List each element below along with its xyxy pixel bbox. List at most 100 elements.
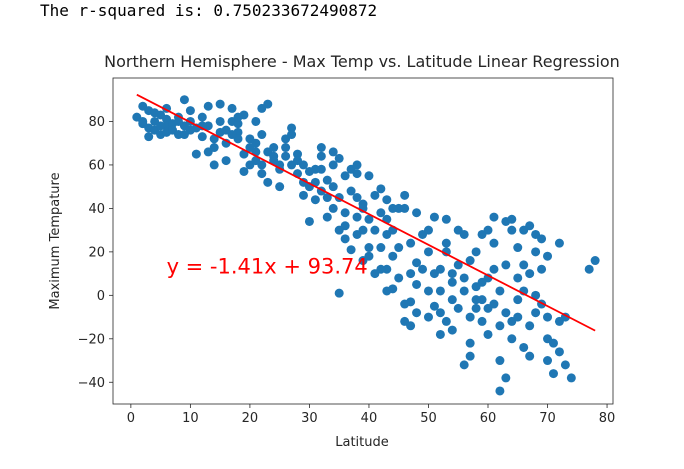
data-point	[144, 132, 154, 142]
x-tick-label: 50	[420, 411, 437, 426]
data-point	[537, 264, 547, 274]
data-point	[364, 243, 374, 253]
data-point	[525, 321, 535, 331]
data-point	[298, 190, 308, 200]
data-point	[215, 99, 225, 109]
plot-frame	[112, 77, 614, 405]
data-point	[316, 151, 326, 161]
data-point	[441, 247, 451, 257]
y-tick-label: 40	[88, 202, 105, 217]
data-point	[429, 301, 439, 311]
data-point	[251, 116, 261, 126]
data-point	[483, 303, 493, 313]
data-point	[495, 356, 505, 366]
data-point	[566, 373, 576, 383]
data-point	[346, 245, 356, 255]
data-point	[179, 95, 189, 105]
data-point	[203, 147, 213, 157]
data-point	[501, 260, 511, 270]
data-point	[406, 269, 416, 279]
data-point	[281, 143, 291, 153]
data-point	[221, 156, 231, 166]
data-point	[400, 299, 410, 309]
data-point	[465, 256, 475, 266]
data-point	[322, 193, 332, 203]
x-tick-label: 30	[301, 411, 318, 426]
data-point	[334, 225, 344, 235]
regression-line-group	[136, 93, 596, 332]
x-axis-label: Latitude	[335, 435, 389, 450]
data-point	[197, 112, 207, 122]
data-point	[507, 334, 517, 344]
data-point	[423, 225, 433, 235]
data-point	[275, 182, 285, 192]
data-point	[590, 256, 600, 266]
data-point	[239, 166, 249, 176]
data-point	[388, 203, 398, 213]
data-point	[328, 147, 338, 157]
data-point	[435, 286, 445, 296]
regression-line	[136, 93, 596, 332]
data-point	[554, 347, 564, 357]
y-axis-label: Maximum Tempature	[48, 172, 63, 309]
data-point	[507, 214, 517, 224]
data-point	[388, 284, 398, 294]
x-tick-label: 60	[480, 411, 497, 426]
data-point	[352, 169, 362, 179]
y-tick-label: 0	[97, 289, 105, 304]
data-point	[328, 203, 338, 213]
data-point	[489, 238, 499, 248]
data-point	[429, 212, 439, 222]
data-point	[447, 295, 457, 305]
data-point	[453, 260, 463, 270]
y-axis-ticks: −40 −20 0 20 40 60 80	[78, 115, 113, 391]
data-point	[483, 225, 493, 235]
data-point	[310, 195, 320, 205]
data-point	[531, 290, 541, 300]
data-point	[156, 121, 166, 131]
x-tick-label: 40	[361, 411, 378, 426]
data-point	[322, 175, 332, 185]
data-point	[364, 171, 374, 181]
data-point	[513, 312, 523, 322]
data-point	[447, 269, 457, 279]
data-point	[334, 288, 344, 298]
data-point	[519, 342, 529, 352]
data-point	[471, 247, 481, 257]
data-point	[525, 351, 535, 361]
data-point	[179, 130, 189, 140]
x-tick-label: 0	[127, 411, 135, 426]
x-tick-label: 70	[539, 411, 556, 426]
data-point	[465, 312, 475, 322]
data-point	[548, 338, 558, 348]
data-point	[412, 208, 422, 218]
data-point	[233, 119, 243, 129]
y-tick-label: 60	[88, 158, 105, 173]
data-point	[304, 216, 314, 226]
x-tick-label: 10	[182, 411, 199, 426]
data-point	[495, 286, 505, 296]
data-point	[584, 264, 594, 274]
data-point	[471, 303, 481, 313]
data-point	[423, 247, 433, 257]
data-point	[543, 312, 553, 322]
data-point	[560, 360, 570, 370]
data-point	[203, 101, 213, 111]
data-point	[489, 212, 499, 222]
x-tick-label: 20	[242, 411, 259, 426]
data-point	[477, 316, 487, 326]
data-point	[435, 264, 445, 274]
data-point	[495, 321, 505, 331]
data-point	[364, 214, 374, 224]
x-axis-ticks: 0 10 20 30 40 50 60 70 80	[127, 404, 615, 426]
data-point	[412, 258, 422, 268]
data-point	[269, 143, 279, 153]
data-point	[501, 308, 511, 318]
data-point	[543, 356, 553, 366]
data-point	[197, 132, 207, 142]
y-tick-label: −40	[78, 376, 105, 391]
data-point	[293, 149, 303, 159]
data-point	[525, 221, 535, 231]
data-point	[352, 160, 362, 170]
